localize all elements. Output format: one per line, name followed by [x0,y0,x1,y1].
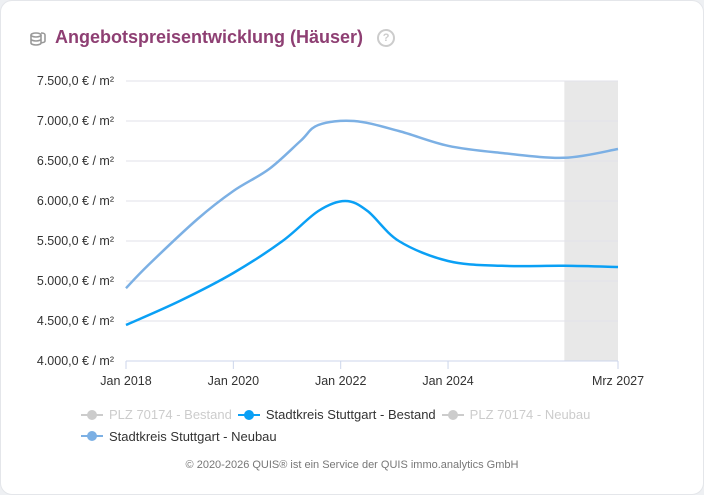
forecast-band [564,81,618,361]
copyright-footer: © 2020-2026 QUIS® ist ein Service der QU… [185,459,519,471]
x-tick-label: Jan 2020 [208,374,259,388]
legend-label: Stadtkreis Stuttgart - Bestand [265,407,436,422]
legend-marker [237,409,260,420]
chart-legend: PLZ 70174 - Bestand Stadtkreis Stuttgart … [81,404,641,447]
legend-item[interactable]: PLZ 70174 - Bestand [81,404,232,425]
legend-marker [441,409,464,420]
series-line-3 [125,119,619,290]
coins-icon [30,31,46,46]
line-chart: 4.000,0 € / m² 4.500,0 € / m² 5.000,0 € / … [37,74,644,388]
x-tick-label: Jan 2018 [100,374,151,388]
y-tick-label: 4.500,0 € / m² [37,314,114,328]
y-tick-label: 7.500,0 € / m² [37,74,114,88]
legend-item[interactable]: Stadtkreis Stuttgart - Neubau [81,426,277,447]
y-tick-label: 4.000,0 € / m² [37,354,114,368]
series-line-1 [125,199,619,327]
legend-label: Stadtkreis Stuttgart - Neubau [109,428,277,444]
y-tick-label: 6.500,0 € / m² [37,154,114,168]
legend-item[interactable]: Stadtkreis Stuttgart - Bestand [237,404,436,425]
legend-item[interactable]: PLZ 70174 - Neubau [441,404,591,425]
x-tick-label: Jan 2022 [315,374,366,388]
legend-marker [81,409,103,420]
y-tick-label: 5.000,0 € / m² [37,274,114,288]
y-tick-label: 6.000,0 € / m² [37,194,114,208]
y-tick-label: 7.000,0 € / m² [37,114,114,128]
question-circle-icon[interactable]: ? [377,28,396,47]
y-tick-label: 5.500,0 € / m² [37,234,114,248]
x-tick-label: Mrz 2027 [592,374,644,388]
legend-label: PLZ 70174 - Bestand [109,407,232,422]
chart-title: Angebotspreisentwicklung (Häuser) [55,27,364,47]
x-tick-label: Jan 2024 [422,374,473,388]
chart-header: Angebotspreisentwicklung (Häuser) ? [29,27,396,48]
legend-label: PLZ 70174 - Neubau [469,407,591,422]
legend-marker [81,431,103,441]
